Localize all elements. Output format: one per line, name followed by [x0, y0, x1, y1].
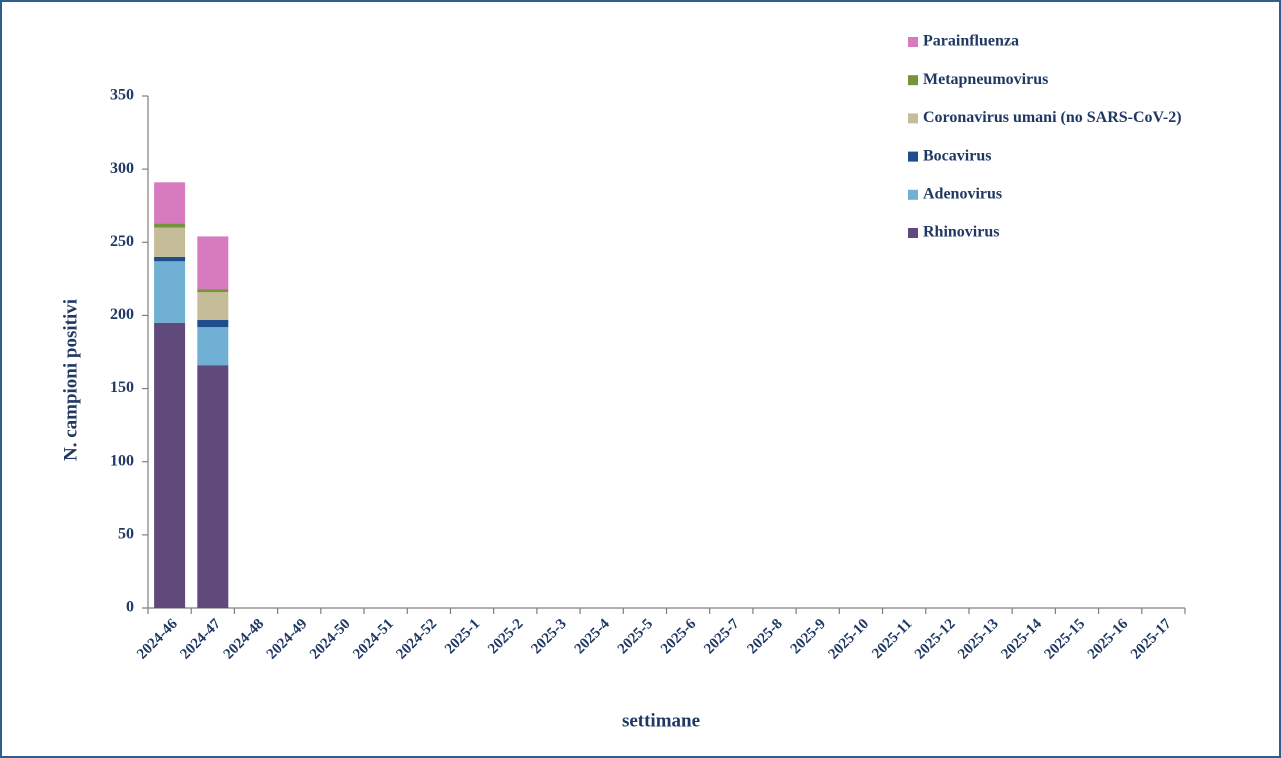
legend-label: Coronavirus umani (no SARS-CoV-2) — [923, 109, 1182, 126]
y-tick-label: 250 — [110, 233, 134, 250]
bar-segment — [197, 319, 229, 328]
bar-segment — [154, 182, 186, 224]
bar-segment — [154, 261, 186, 323]
legend-label: Rhinovirus — [923, 224, 999, 241]
legend-swatch — [908, 113, 918, 124]
y-tick-label: 0 — [126, 599, 134, 616]
legend-swatch — [908, 189, 918, 200]
legend-label: Adenovirus — [923, 185, 1002, 202]
y-axis-label: N. campioni positivi — [60, 299, 81, 461]
bar-segment — [154, 322, 186, 608]
y-tick-label: 50 — [118, 526, 134, 543]
y-tick-label: 100 — [110, 452, 134, 469]
bar-segment — [154, 256, 186, 262]
y-tick-label: 200 — [110, 306, 134, 323]
bar-segment — [197, 289, 229, 293]
y-tick-label: 350 — [110, 87, 134, 104]
bar-segment — [154, 223, 186, 228]
legend-swatch — [908, 151, 918, 162]
bar-segment — [197, 236, 229, 290]
legend-swatch — [908, 75, 918, 86]
bar-segment — [154, 227, 186, 257]
bar-segment — [197, 365, 229, 608]
legend-label: Parainfluenza — [923, 33, 1019, 50]
y-tick-label: 300 — [110, 160, 134, 177]
legend-label: Metapneumovirus — [923, 71, 1048, 88]
legend-swatch — [908, 37, 918, 47]
bar-segment — [197, 292, 229, 320]
y-tick-label: 150 — [110, 379, 134, 396]
legend-label: Bocavirus — [923, 147, 991, 164]
legend-swatch — [908, 228, 918, 238]
bar-segment — [197, 327, 229, 366]
x-axis-label: settimane — [622, 710, 700, 731]
